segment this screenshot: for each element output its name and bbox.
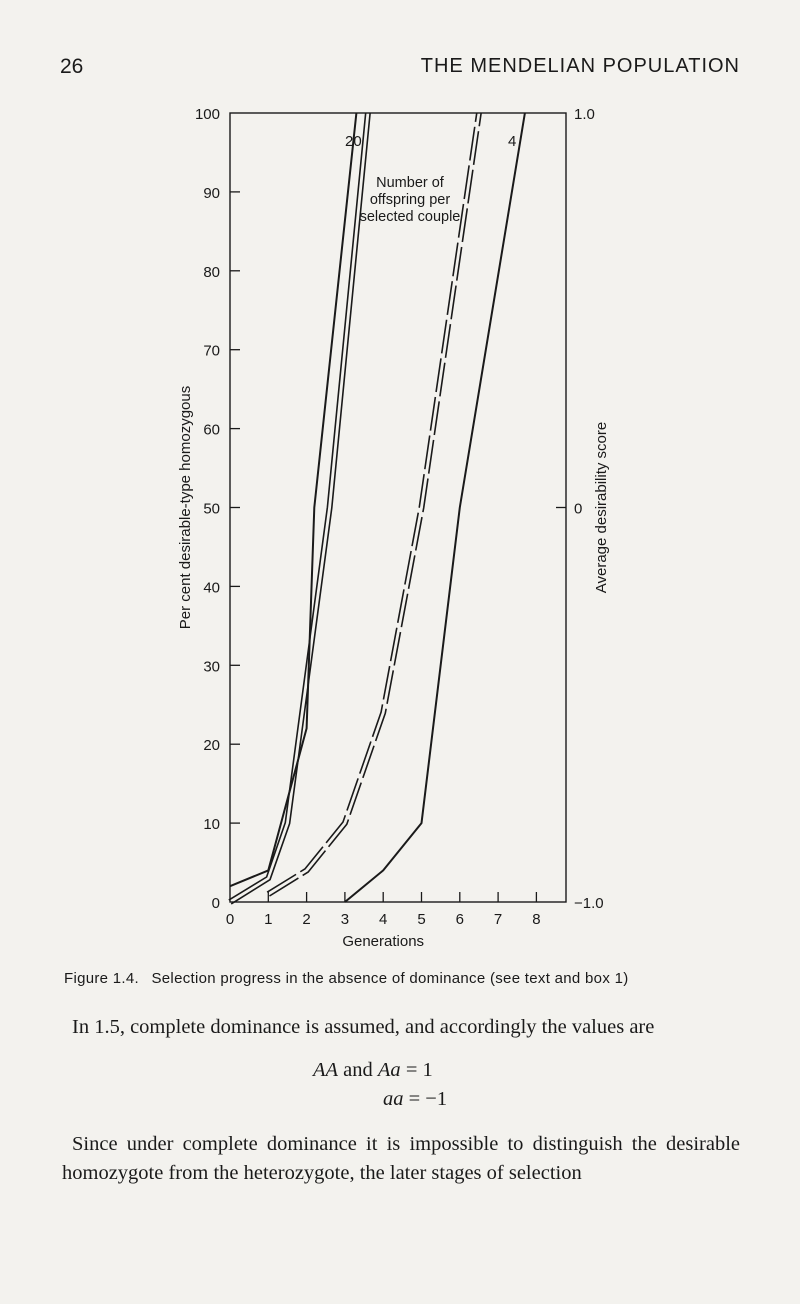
figure-caption: Figure 1.4. Selection progress in the ab… [64,970,754,987]
legend-title-line-1: offspring per [370,192,451,208]
y-tick-label-2: 20 [203,737,220,754]
y-tick-label-5: 50 [203,501,220,518]
page-header: 26 THE MENDELIAN POPULATION [60,55,740,85]
genotype-Aa: Aa [377,1059,401,1081]
y-tick-label-3: 30 [203,658,220,675]
y2-tick-label-2: −1.0 [574,895,604,912]
y-tick-label-10: 100 [195,106,220,123]
series-line-3 [344,112,526,903]
y-axis-label: Per cent desirable-type homozygous [177,386,194,629]
x-axis-label: Generations [342,933,424,950]
page-number: 26 [60,55,84,78]
x-tick-label-0: 0 [226,911,234,928]
equation-line-2: aa = −1 [383,1088,447,1111]
series-line-2-a [266,112,478,893]
x-tick-label-2: 2 [302,911,310,928]
x-tick-label-5: 5 [417,911,425,928]
series-line-2-b [269,113,482,897]
y-tick-label-9: 90 [203,185,220,202]
genotype-aa: aa [383,1088,404,1110]
equation-and: and [343,1059,373,1081]
paragraph-2: Since under complete dominance it is imp… [62,1133,740,1184]
y-tick-label-6: 60 [203,422,220,439]
series-line-1-a [228,112,367,901]
y-tick-label-8: 80 [203,264,220,281]
x-tick-label-4: 4 [379,911,387,928]
series-lines [228,112,526,905]
genotype-AA: AA [313,1059,339,1081]
y-tick-label-0: 0 [212,895,220,912]
legend-title-line-0: Number of [376,175,445,191]
plot-border [229,112,567,903]
y-tick-label-1: 10 [203,816,220,833]
y-tick-label-7: 70 [203,343,220,360]
plot-frame [229,112,567,903]
x-tick-label-6: 6 [456,911,464,928]
equation-rhs-2: = −1 [408,1088,448,1110]
legend: 20 4 Number of offspring per selected couple [345,133,516,225]
annotation-20: 20 [345,133,362,150]
paragraph-1: In 1.5, complete dominance is assumed, a… [72,1016,655,1038]
axis-labels: Generations Per cent desirable-type homoz… [177,386,610,950]
series-line-0 [229,112,358,888]
x-tick-label-7: 7 [494,911,502,928]
y2-tick-label-1: 0 [574,501,582,518]
annotation-4: 4 [508,133,516,150]
y-tick-label-4: 40 [203,579,220,596]
y2-axis-label: Average desirability score [593,422,610,593]
equation-rhs-1: = 1 [405,1059,433,1081]
figure-label: Figure 1.4. [64,970,140,987]
x-tick-label-1: 1 [264,911,272,928]
legend-title-line-2: selected couple [360,209,461,225]
x-tick-label-3: 3 [341,911,349,928]
axis-ticks: 0 10 20 30 40 50 60 70 80 90 100 0 1 2 3 4 5 6 7 8 1.0 0 −1.0 [195,106,604,928]
running-title: THE MENDELIAN POPULATION [420,55,740,77]
y2-tick-label-0: 1.0 [574,106,595,123]
equation-line-1: AA and Aa = 1 [313,1059,433,1082]
x-tick-label-8: 8 [532,911,540,928]
legend-title: Number of offspring per selected couple [360,175,461,225]
series-line-1-b [230,113,371,905]
caption-text: Selection progress in the absence of dom… [151,970,629,987]
